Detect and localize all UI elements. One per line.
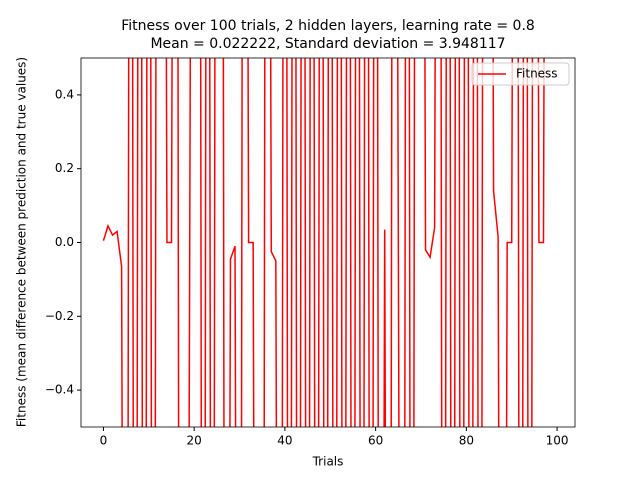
x-tick-label: 20 <box>187 434 202 448</box>
x-axis-label: Trials <box>312 455 344 469</box>
legend-box <box>471 62 570 86</box>
y-tick-label: −0.4 <box>45 383 74 397</box>
x-tick-label: 100 <box>546 434 569 448</box>
chart-title: Fitness over 100 trials, 2 hidden layers… <box>121 18 535 34</box>
y-tick-label: −0.2 <box>45 309 74 323</box>
legend-label: Fitness <box>516 67 558 81</box>
chart-subtitle: Mean = 0.022222, Standard deviation = 3.… <box>150 36 505 52</box>
x-tick-label: 40 <box>277 434 292 448</box>
y-axis-label: Fitness (mean difference between predict… <box>15 57 29 427</box>
x-tick-label: 80 <box>459 434 474 448</box>
x-tick-label: 60 <box>368 434 383 448</box>
x-tick-label: 0 <box>100 434 108 448</box>
y-tick-label: 0.4 <box>55 87 74 101</box>
y-tick-label: 0.2 <box>55 161 74 175</box>
data-line <box>102 58 545 427</box>
axes-frame <box>80 57 576 428</box>
y-tick-label: 0.0 <box>55 235 74 249</box>
